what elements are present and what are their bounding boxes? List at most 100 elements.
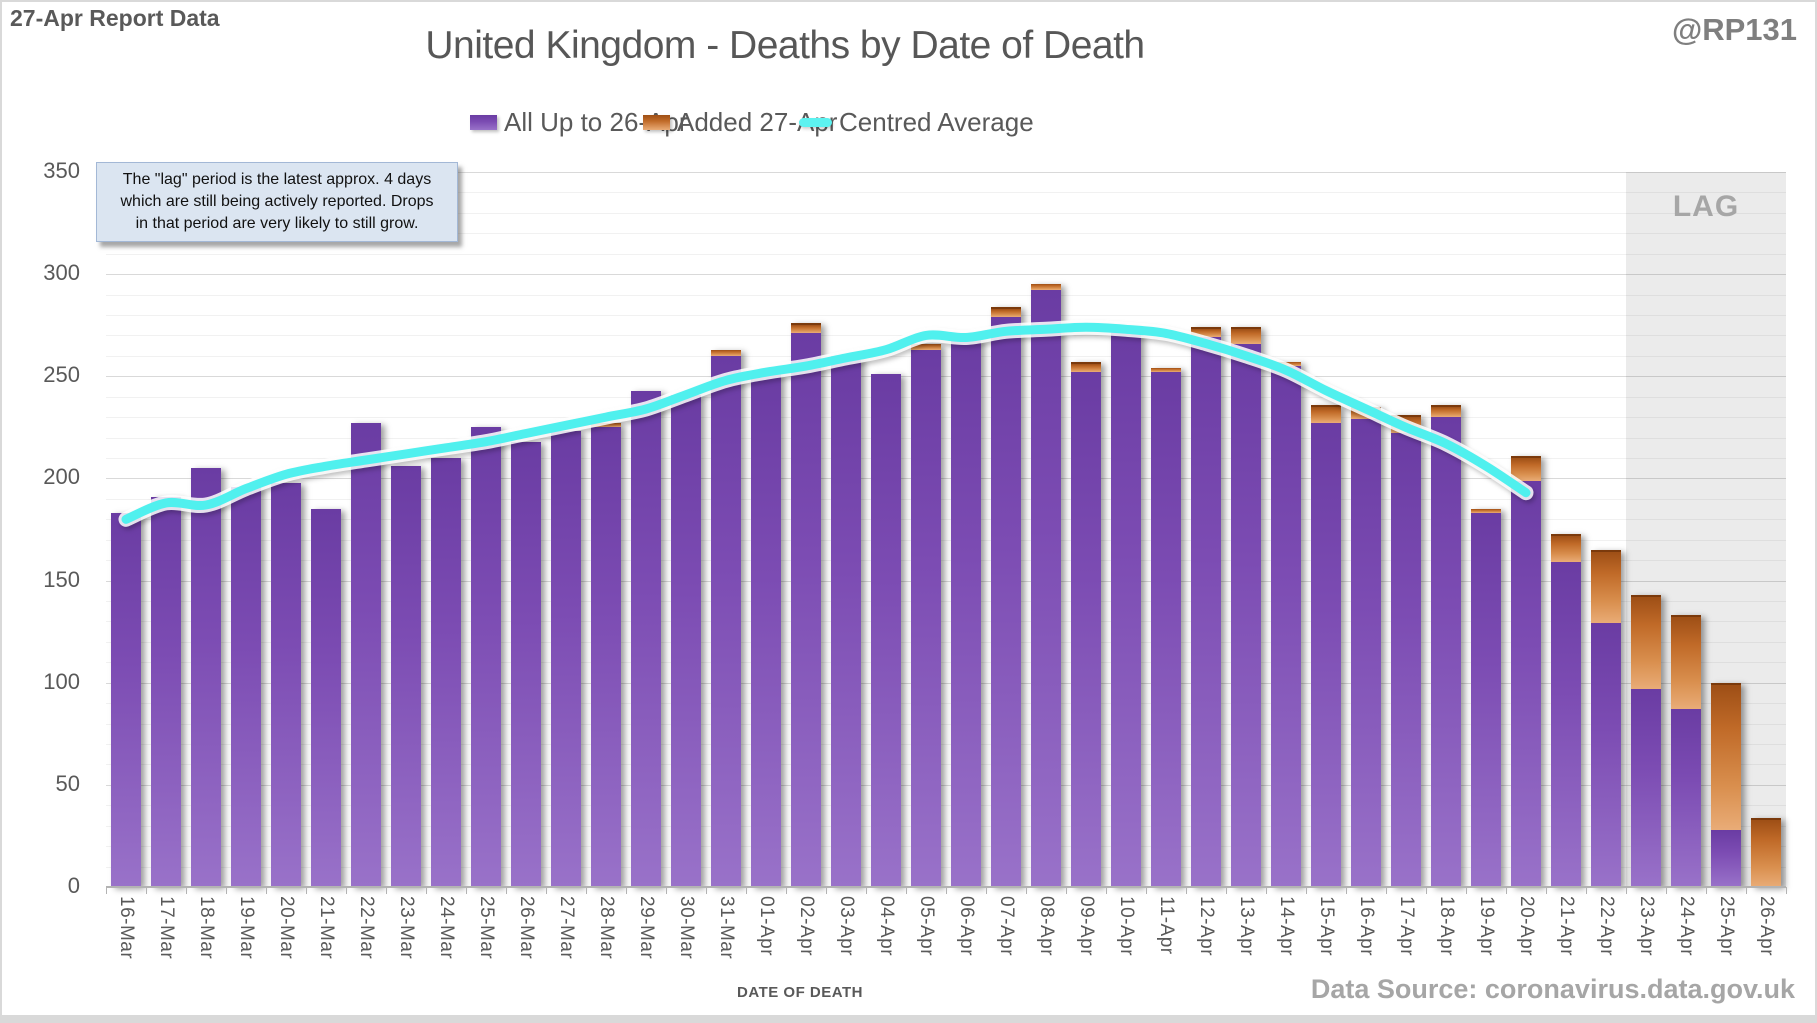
bar-07-Apr	[991, 306, 1021, 887]
x-axis-tick	[1066, 887, 1067, 894]
bar-segment-cumulative	[631, 390, 661, 887]
bar-segment-cumulative	[831, 359, 861, 887]
x-axis-tick	[786, 887, 787, 894]
gridline	[106, 213, 1786, 214]
x-axis-tick	[106, 887, 107, 894]
x-tick-label-21-Mar: 21-Mar	[316, 896, 337, 960]
x-axis-tick	[1706, 887, 1707, 894]
x-axis-tick	[546, 887, 547, 894]
bar-segment-added	[1191, 327, 1221, 338]
y-tick-label-250: 250	[43, 362, 80, 388]
x-axis-tick	[1026, 887, 1027, 894]
cyan-line-swatch-icon	[799, 117, 832, 127]
x-axis-tick	[1386, 887, 1387, 894]
x-axis-tick	[226, 887, 227, 894]
bar-31-Mar	[711, 349, 741, 887]
x-axis-tick	[1426, 887, 1427, 894]
bar-segment-cumulative	[1231, 343, 1261, 887]
x-axis-tick	[1626, 887, 1627, 894]
bar-27-Mar	[551, 431, 581, 887]
x-axis-tick	[1266, 887, 1267, 894]
bar-segment-added	[1071, 362, 1101, 373]
bar-26-Mar	[511, 441, 541, 887]
bar-11-Apr	[1151, 368, 1181, 887]
bar-segment-cumulative	[1431, 417, 1461, 887]
bar-24-Apr	[1671, 615, 1701, 887]
x-tick-label-13-Apr: 13-Apr	[1236, 896, 1257, 957]
bar-segment-cumulative	[1671, 709, 1701, 887]
x-axis-tick	[1466, 887, 1467, 894]
bar-13-Apr	[1231, 327, 1261, 887]
bar-20-Mar	[271, 482, 301, 887]
gridline	[106, 785, 1786, 786]
x-tick-label-25-Apr: 25-Apr	[1716, 896, 1737, 957]
bar-03-Apr	[831, 355, 861, 887]
bar-20-Apr	[1511, 456, 1541, 887]
x-tick-label-22-Apr: 22-Apr	[1596, 896, 1617, 957]
annotation-line: The "lag" period is the latest approx. 4…	[122, 171, 432, 188]
gridline	[106, 172, 1786, 173]
bar-segment-cumulative	[311, 509, 341, 887]
x-axis-tick	[1226, 887, 1227, 894]
x-tick-label-30-Mar: 30-Mar	[676, 896, 697, 960]
x-tick-label-27-Mar: 27-Mar	[556, 896, 577, 960]
x-tick-label-29-Mar: 29-Mar	[636, 896, 657, 960]
data-source-credit: Data Source: coronavirus.data.gov.uk	[1310, 974, 1795, 1004]
annotation-line: which are still being actively reported.…	[120, 193, 434, 210]
x-tick-label-16-Mar: 16-Mar	[116, 896, 137, 960]
bar-segment-cumulative	[711, 355, 741, 887]
bar-segment-cumulative	[511, 441, 541, 887]
gridline	[106, 764, 1786, 765]
y-tick-label-100: 100	[43, 668, 80, 694]
bar-19-Mar	[231, 486, 261, 887]
bar-04-Apr	[871, 374, 901, 887]
bar-segment-cumulative	[1631, 688, 1661, 887]
x-tick-label-06-Apr: 06-Apr	[956, 896, 977, 957]
bar-segment-cumulative	[1071, 372, 1101, 887]
bar-segment-added	[1431, 404, 1461, 418]
gridline	[106, 826, 1786, 827]
bar-segment-added	[1631, 594, 1661, 689]
x-tick-label-19-Apr: 19-Apr	[1476, 896, 1497, 957]
gridline	[106, 192, 1786, 193]
x-axis-tick	[506, 887, 507, 894]
gridline	[106, 376, 1786, 377]
x-axis-tick	[986, 887, 987, 894]
bar-segment-added	[1031, 284, 1061, 291]
x-axis-title: DATE OF DEATH	[737, 984, 863, 1001]
gridline	[106, 560, 1786, 561]
gridline	[106, 744, 1786, 745]
gridline	[106, 642, 1786, 643]
bar-14-Apr	[1271, 362, 1301, 887]
author-handle: @RP131	[1671, 12, 1797, 47]
bar-segment-cumulative	[1271, 366, 1301, 887]
bar-24-Mar	[431, 458, 461, 887]
bar-segment-cumulative	[1191, 337, 1221, 887]
bar-26-Apr	[1751, 817, 1781, 887]
bar-21-Mar	[311, 509, 341, 887]
bar-segment-cumulative	[1471, 513, 1501, 887]
annotation-line: in that period are very likely to still …	[135, 215, 419, 232]
bar-segment-added	[1351, 406, 1381, 420]
bar-segment-cumulative	[351, 423, 381, 887]
x-tick-label-18-Apr: 18-Apr	[1436, 896, 1457, 957]
x-tick-label-03-Apr: 03-Apr	[836, 896, 857, 957]
x-axis-tick	[626, 887, 627, 894]
bar-segment-cumulative	[191, 468, 221, 887]
x-axis-tick	[1146, 887, 1147, 894]
gridline	[106, 601, 1786, 602]
gridline	[106, 724, 1786, 725]
x-axis-tick	[146, 887, 147, 894]
x-tick-label-26-Apr: 26-Apr	[1756, 896, 1777, 957]
x-axis-tick	[426, 887, 427, 894]
y-tick-label-200: 200	[43, 464, 80, 490]
purple-bar-swatch-icon	[470, 114, 497, 130]
bar-12-Apr	[1191, 327, 1221, 887]
x-axis-tick	[826, 887, 827, 894]
bar-segment-added	[1751, 817, 1781, 887]
bar-16-Mar	[111, 513, 141, 887]
gridline	[106, 867, 1786, 868]
x-axis-tick	[1186, 887, 1187, 894]
bar-17-Mar	[151, 496, 181, 887]
bar-segment-added	[1551, 533, 1581, 563]
